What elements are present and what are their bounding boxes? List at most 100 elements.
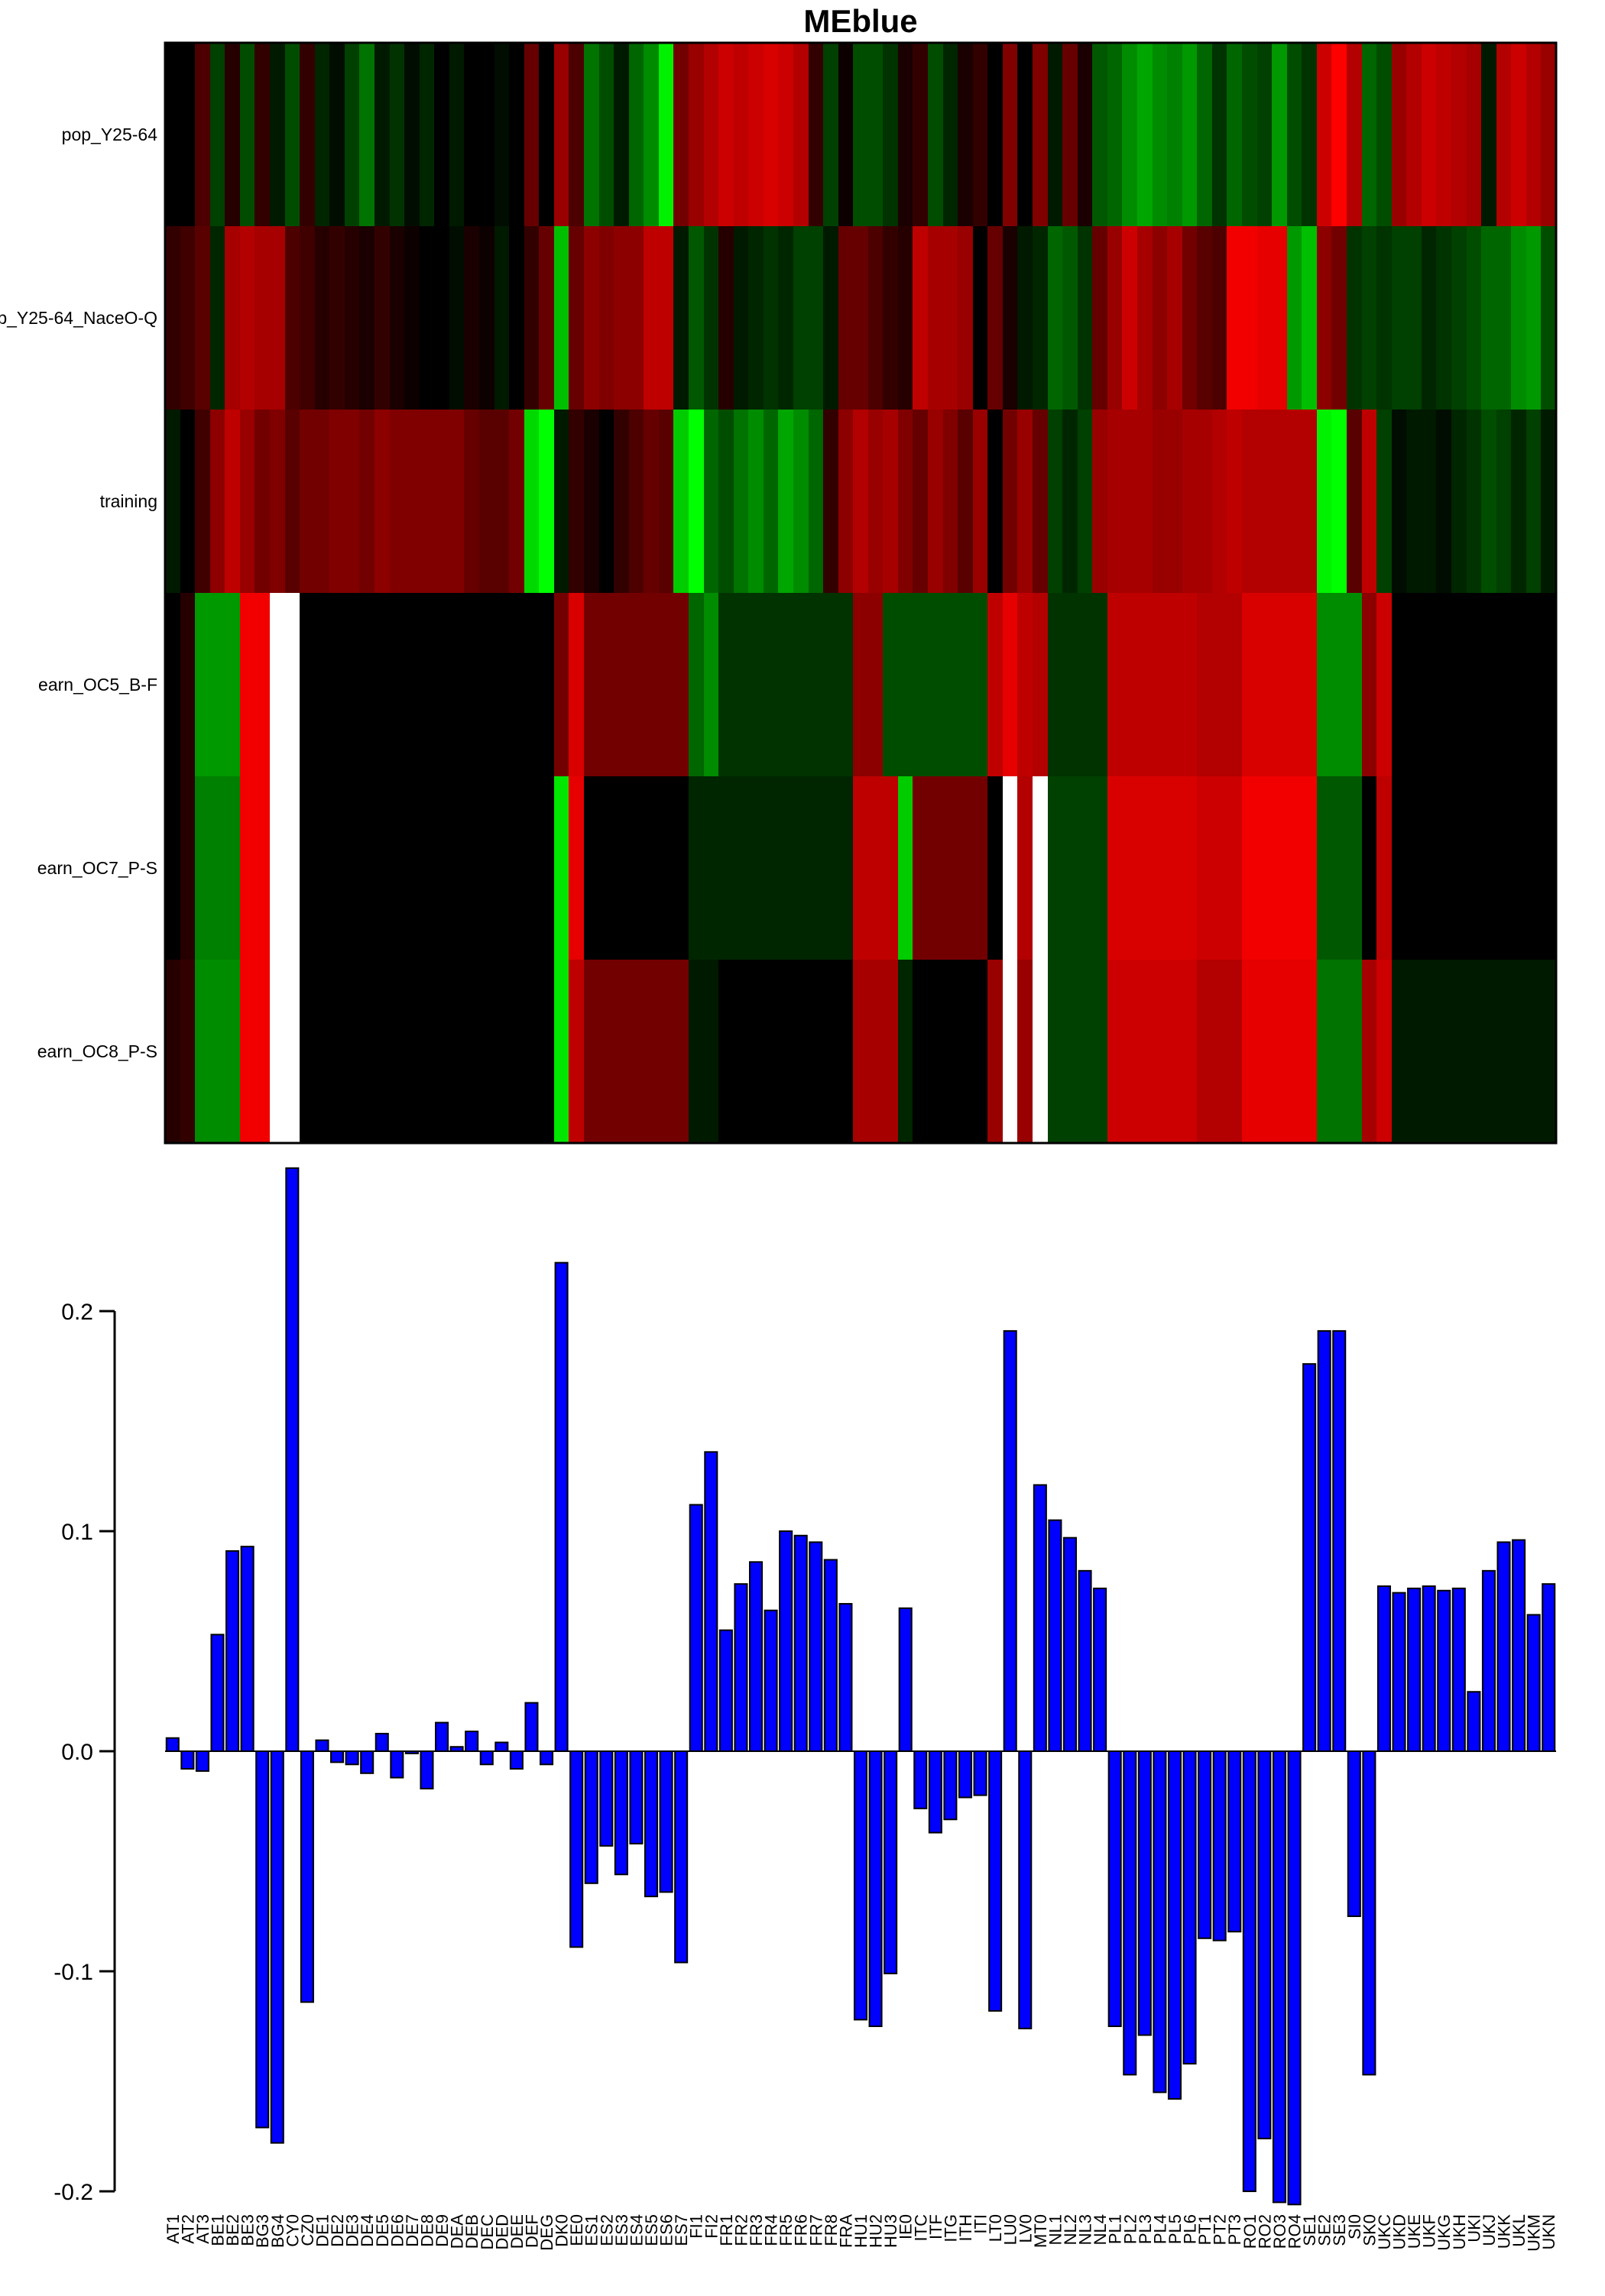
- heatmap-row-labels: pop_Y25-64 pop_Y25-64_NaceO-Q training earn…: [0, 125, 157, 1061]
- heatmap-cell-pop_Y25-64-PL2: [1122, 43, 1138, 227]
- heatmap-cell-earn_OC8_P-S-DEE: [509, 960, 525, 1144]
- heatmap-cell-pop_Y25-64_NaceO-Q-DE5: [374, 226, 391, 410]
- heatmap-cell-pop_Y25-64_NaceO-Q-UKK: [1496, 226, 1512, 410]
- heatmap-cell-pop_Y25-64-RO3: [1272, 43, 1288, 227]
- bar-UKE: [1407, 1587, 1422, 1752]
- heatmap-cell-training-SE2: [1317, 410, 1332, 594]
- bar-ES1: [584, 1750, 598, 1884]
- heatmap-cell-pop_Y25-64_NaceO-Q-NL3: [1078, 226, 1093, 410]
- x-tick-label: RO4: [1286, 2214, 1305, 2249]
- heatmap-cell-earn_OC7_P-S-DE2: [329, 776, 345, 960]
- bar-NL4: [1093, 1587, 1107, 1752]
- bar-DE8: [420, 1750, 434, 1789]
- bar-PL3: [1137, 1750, 1152, 2036]
- x-tick-label: PL4: [1150, 2214, 1169, 2244]
- heatmap-cell-training-BG4: [270, 410, 286, 594]
- heatmap-cell-pop_Y25-64_NaceO-Q-BE1: [210, 226, 225, 410]
- heatmap-cell-earn_OC5_B-F-IE0: [898, 593, 913, 777]
- bar-UKH: [1451, 1587, 1466, 1752]
- heatmap-cell-pop_Y25-64-UKN: [1541, 43, 1557, 227]
- heatmap-cell-earn_OC5_B-F-SE1: [1302, 593, 1318, 777]
- bar-AT3: [195, 1750, 209, 1772]
- heatmap-cell-earn_OC8_P-S-PT2: [1212, 960, 1227, 1144]
- bar-ITH: [958, 1750, 973, 1799]
- x-tick-label: MT0: [1031, 2214, 1050, 2248]
- bar-DEA: [449, 1746, 464, 1752]
- heatmap-cell-pop_Y25-64_NaceO-Q-MT0: [1033, 226, 1049, 410]
- heatmap-cell-pop_Y25-64-NL1: [1048, 43, 1063, 227]
- x-tick-label: DE8: [417, 2214, 436, 2247]
- heatmap-cell-earn_OC7_P-S-NL4: [1092, 776, 1108, 960]
- heatmap-cell-training-NL1: [1048, 410, 1063, 594]
- bar-series: [165, 1167, 1556, 2206]
- heatmap-cell-earn_OC7_P-S-AT2: [180, 776, 196, 960]
- heatmap-cell-training-DE4: [359, 410, 375, 594]
- heatmap-cell-pop_Y25-64-DE5: [374, 43, 391, 227]
- heatmap-cell-pop_Y25-64_NaceO-Q-FR2: [734, 226, 749, 410]
- heatmap-cell-earn_OC7_P-S-UKE: [1406, 776, 1422, 960]
- heatmap-cell-pop_Y25-64-DEC: [479, 43, 495, 227]
- heatmap-cell-earn_OC8_P-S-SI0: [1347, 960, 1363, 1144]
- x-tick-label: EE0: [567, 2214, 586, 2246]
- heatmap-cell-training-SE3: [1331, 410, 1347, 594]
- heatmap-cell-pop_Y25-64-ITH: [958, 43, 974, 227]
- heatmap-cell-pop_Y25-64_NaceO-Q-AT1: [165, 226, 181, 410]
- heatmap-cell-earn_OC8_P-S-DE2: [329, 960, 345, 1144]
- heatmap-cell-training-BG3: [255, 410, 271, 594]
- heatmap-cell-earn_OC8_P-S-LT0: [987, 960, 1004, 1144]
- heatmap-cell-pop_Y25-64_NaceO-Q-BE3: [240, 226, 255, 410]
- heatmap-cell-pop_Y25-64_NaceO-Q-CZ0: [300, 226, 316, 410]
- heatmap-cell-pop_Y25-64_NaceO-Q-FR3: [748, 226, 764, 410]
- heatmap-cell-pop_Y25-64_NaceO-Q-DE7: [404, 226, 420, 410]
- heatmap-cell-earn_OC5_B-F-RO2: [1257, 593, 1273, 777]
- heatmap-cell-pop_Y25-64-DK0: [554, 43, 569, 227]
- heatmap-cell-pop_Y25-64_NaceO-Q-ES1: [584, 226, 600, 410]
- x-tick-label: FI2: [702, 2214, 721, 2239]
- heatmap-cell-earn_OC5_B-F-FR8: [823, 593, 839, 777]
- x-tick-label: ITC: [911, 2214, 930, 2242]
- bar-HU1: [853, 1750, 868, 2021]
- x-tick-label: DE6: [387, 2214, 407, 2247]
- heatmap-cell-pop_Y25-64-SE3: [1331, 43, 1347, 227]
- heatmap-cell-pop_Y25-64-UKE: [1406, 43, 1422, 227]
- heatmap-cell-earn_OC8_P-S-RO2: [1257, 960, 1273, 1144]
- heatmap-cell-training-ES5: [644, 410, 660, 594]
- heatmap-cell-earn_OC7_P-S-SE2: [1317, 776, 1332, 960]
- x-tick-label: FR5: [777, 2214, 796, 2246]
- bar-FR1: [718, 1629, 733, 1753]
- x-tick-label: DEE: [507, 2214, 527, 2249]
- x-tick-label: PL2: [1120, 2214, 1140, 2244]
- heatmap-cell-earn_OC5_B-F-DEC: [479, 593, 495, 777]
- heatmap-cell-earn_OC7_P-S-FR7: [809, 776, 824, 960]
- heatmap-cell-pop_Y25-64-RO2: [1257, 43, 1273, 227]
- heatmap-title: MEblue: [803, 3, 917, 39]
- heatmap-cell-pop_Y25-64_NaceO-Q-PL2: [1122, 226, 1138, 410]
- bar-AT1: [165, 1737, 180, 1752]
- heatmap-cell-pop_Y25-64-UKL: [1511, 43, 1527, 227]
- heatmap-cell-pop_Y25-64_NaceO-Q-EE0: [569, 226, 585, 410]
- heatmap-cell-pop_Y25-64-NL2: [1062, 43, 1078, 227]
- heatmap-cell-earn_OC8_P-S-ITH: [958, 960, 974, 1144]
- heatmap-cell-earn_OC5_B-F-ITF: [928, 593, 944, 777]
- heatmap-cell-pop_Y25-64_NaceO-Q-PL6: [1182, 226, 1198, 410]
- heatmap-cell-earn_OC5_B-F-SE2: [1317, 593, 1332, 777]
- bar-CZ0: [300, 1750, 314, 2003]
- x-tick-label: DEF: [522, 2214, 541, 2248]
- x-tick-label: RO2: [1255, 2214, 1274, 2249]
- heatmap-cell-pop_Y25-64-DE8: [420, 43, 435, 227]
- x-tick-label: DE3: [343, 2214, 362, 2247]
- heatmap-cell-earn_OC5_B-F-DE5: [374, 593, 391, 777]
- heatmap-cell-pop_Y25-64-UKF: [1422, 43, 1437, 227]
- x-tick-label: DE9: [433, 2214, 452, 2247]
- heatmap-cell-training-LT0: [987, 410, 1004, 594]
- heatmap-cell-pop_Y25-64_NaceO-Q-PT3: [1227, 226, 1243, 410]
- heatmap-cell-earn_OC5_B-F-UKL: [1511, 593, 1527, 777]
- heatmap-cell-training-FR8: [823, 410, 839, 594]
- heatmap-cell-pop_Y25-64_NaceO-Q-FR5: [778, 226, 794, 410]
- heatmap-cell-earn_OC8_P-S-ES3: [614, 960, 630, 1144]
- heatmap-cell-earn_OC7_P-S-ES1: [584, 776, 600, 960]
- x-tick-label: UKJ: [1480, 2214, 1499, 2246]
- heatmap-cell-earn_OC8_P-S-SE2: [1317, 960, 1332, 1144]
- bar-DEG: [540, 1750, 554, 1766]
- bar-ES6: [659, 1750, 673, 1893]
